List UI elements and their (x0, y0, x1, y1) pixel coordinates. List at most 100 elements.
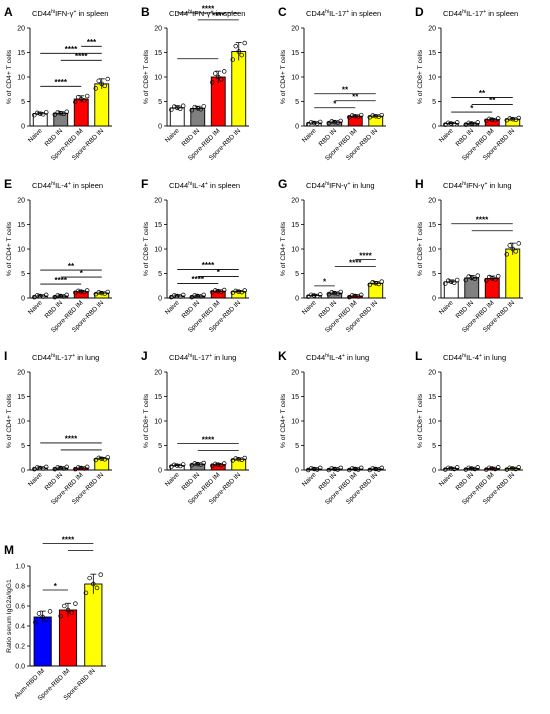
bar-naive (169, 107, 185, 127)
significance-label: **** (202, 5, 215, 14)
data-point (35, 465, 40, 470)
data-point (216, 74, 221, 80)
data-point (84, 93, 90, 99)
y-tick-label: 20 (154, 369, 162, 376)
data-point (43, 110, 49, 115)
data-point (466, 120, 472, 126)
data-point (99, 81, 104, 87)
y-tick-label: 0.8 (15, 583, 25, 590)
panel-title: CD44hiIL-17+ in spleen (306, 9, 381, 18)
data-point (195, 461, 201, 467)
data-point (76, 288, 81, 294)
panel-label: D (415, 5, 424, 19)
data-point (507, 243, 513, 248)
significance-label: * (323, 278, 327, 287)
data-point (236, 49, 242, 54)
panel-title: CD44hiIFN-γ+ in lung (306, 181, 375, 190)
y-tick-label: 0.6 (15, 603, 25, 610)
y-tick-label: 20 (291, 197, 299, 204)
y-tick-label: 5 (295, 443, 299, 450)
y-tick-label: 5 (295, 271, 299, 278)
x-tick-label: Naive (301, 471, 318, 488)
y-tick-label: 5 (21, 99, 25, 106)
bar-alum-rbd-im (33, 616, 52, 667)
y-tick-label: 20 (428, 25, 436, 32)
significance-label: * (470, 104, 474, 113)
data-point (370, 279, 376, 285)
panel-label: E (4, 177, 12, 191)
y-axis-label: % of CD4+ T cells (6, 221, 13, 276)
panel-label: L (415, 349, 422, 363)
panel-E: E CD44hiIL-4+ in spleen 0 5 10 15 20 % of CD4+ … (4, 177, 112, 334)
data-point (317, 119, 323, 125)
significance-label: ** (479, 89, 486, 98)
y-tick-label: 15 (291, 50, 299, 57)
panel-label: C (278, 5, 287, 19)
y-tick-label: 20 (154, 25, 162, 32)
data-point (487, 465, 492, 471)
panel-label: F (141, 177, 148, 191)
y-axis-label: % of CD4+ T cells (6, 393, 13, 448)
significance-label: **** (55, 78, 68, 87)
data-point (93, 86, 99, 91)
data-point (64, 292, 69, 298)
data-point (350, 466, 355, 471)
data-point (373, 113, 379, 119)
y-tick-label: 0 (432, 123, 436, 130)
data-point (102, 83, 107, 89)
x-tick-label: Naive (164, 299, 181, 316)
data-point (242, 455, 247, 461)
data-point (55, 465, 61, 470)
panel-G: G CD44hiIFN-γ+ in lung 0 5 10 15 20 % of CD4+ T… (278, 177, 386, 334)
x-tick-label: Naive (27, 471, 44, 488)
significance-label: ** (489, 96, 496, 105)
data-point (312, 466, 317, 472)
data-point (490, 466, 495, 471)
y-tick-label: 0 (21, 467, 25, 474)
bar-spore-rbd-in (231, 51, 247, 127)
data-point (61, 111, 66, 117)
data-point (105, 455, 110, 460)
significance-label: ** (352, 93, 359, 102)
data-point (64, 109, 69, 115)
data-point (195, 293, 201, 299)
data-point (55, 110, 61, 115)
data-point (516, 115, 521, 121)
significance-label: **** (55, 276, 68, 285)
y-tick-label: 0 (295, 295, 299, 302)
data-point (221, 69, 227, 74)
data-point (218, 77, 224, 82)
data-point (353, 466, 358, 472)
panel-title: CD44hiIL-17+ in spleen (443, 9, 518, 18)
data-point (96, 78, 102, 84)
data-point (443, 281, 448, 286)
data-point (475, 465, 480, 470)
data-point (367, 282, 373, 288)
data-point (216, 288, 221, 294)
data-point (73, 99, 78, 105)
data-point (201, 460, 206, 466)
data-point (78, 289, 84, 294)
data-point (475, 273, 480, 278)
x-tick-label: Naive (164, 127, 181, 144)
data-point (492, 277, 498, 282)
bar-spore-rbd-im (484, 277, 500, 299)
panel-I: I CD44hiIL-17+ in lung 0 5 10 15 20 % of CD4+ T… (4, 349, 112, 506)
x-tick-label: Naive (27, 127, 44, 144)
bar-rbd-in (190, 107, 206, 127)
data-point (37, 293, 43, 299)
y-tick-label: 15 (154, 394, 162, 401)
x-tick-label: Naive (438, 127, 455, 144)
significance-label: **** (349, 258, 362, 267)
y-tick-label: 0 (158, 467, 162, 474)
significance-label: **** (65, 435, 78, 444)
panel-label: I (4, 349, 7, 363)
data-point (309, 466, 314, 471)
data-point (504, 252, 510, 257)
data-point (233, 456, 239, 461)
y-tick-label: 10 (291, 246, 299, 253)
data-point (487, 116, 492, 122)
data-point (213, 288, 218, 293)
y-tick-label: 0 (432, 467, 436, 474)
data-point (221, 461, 227, 466)
